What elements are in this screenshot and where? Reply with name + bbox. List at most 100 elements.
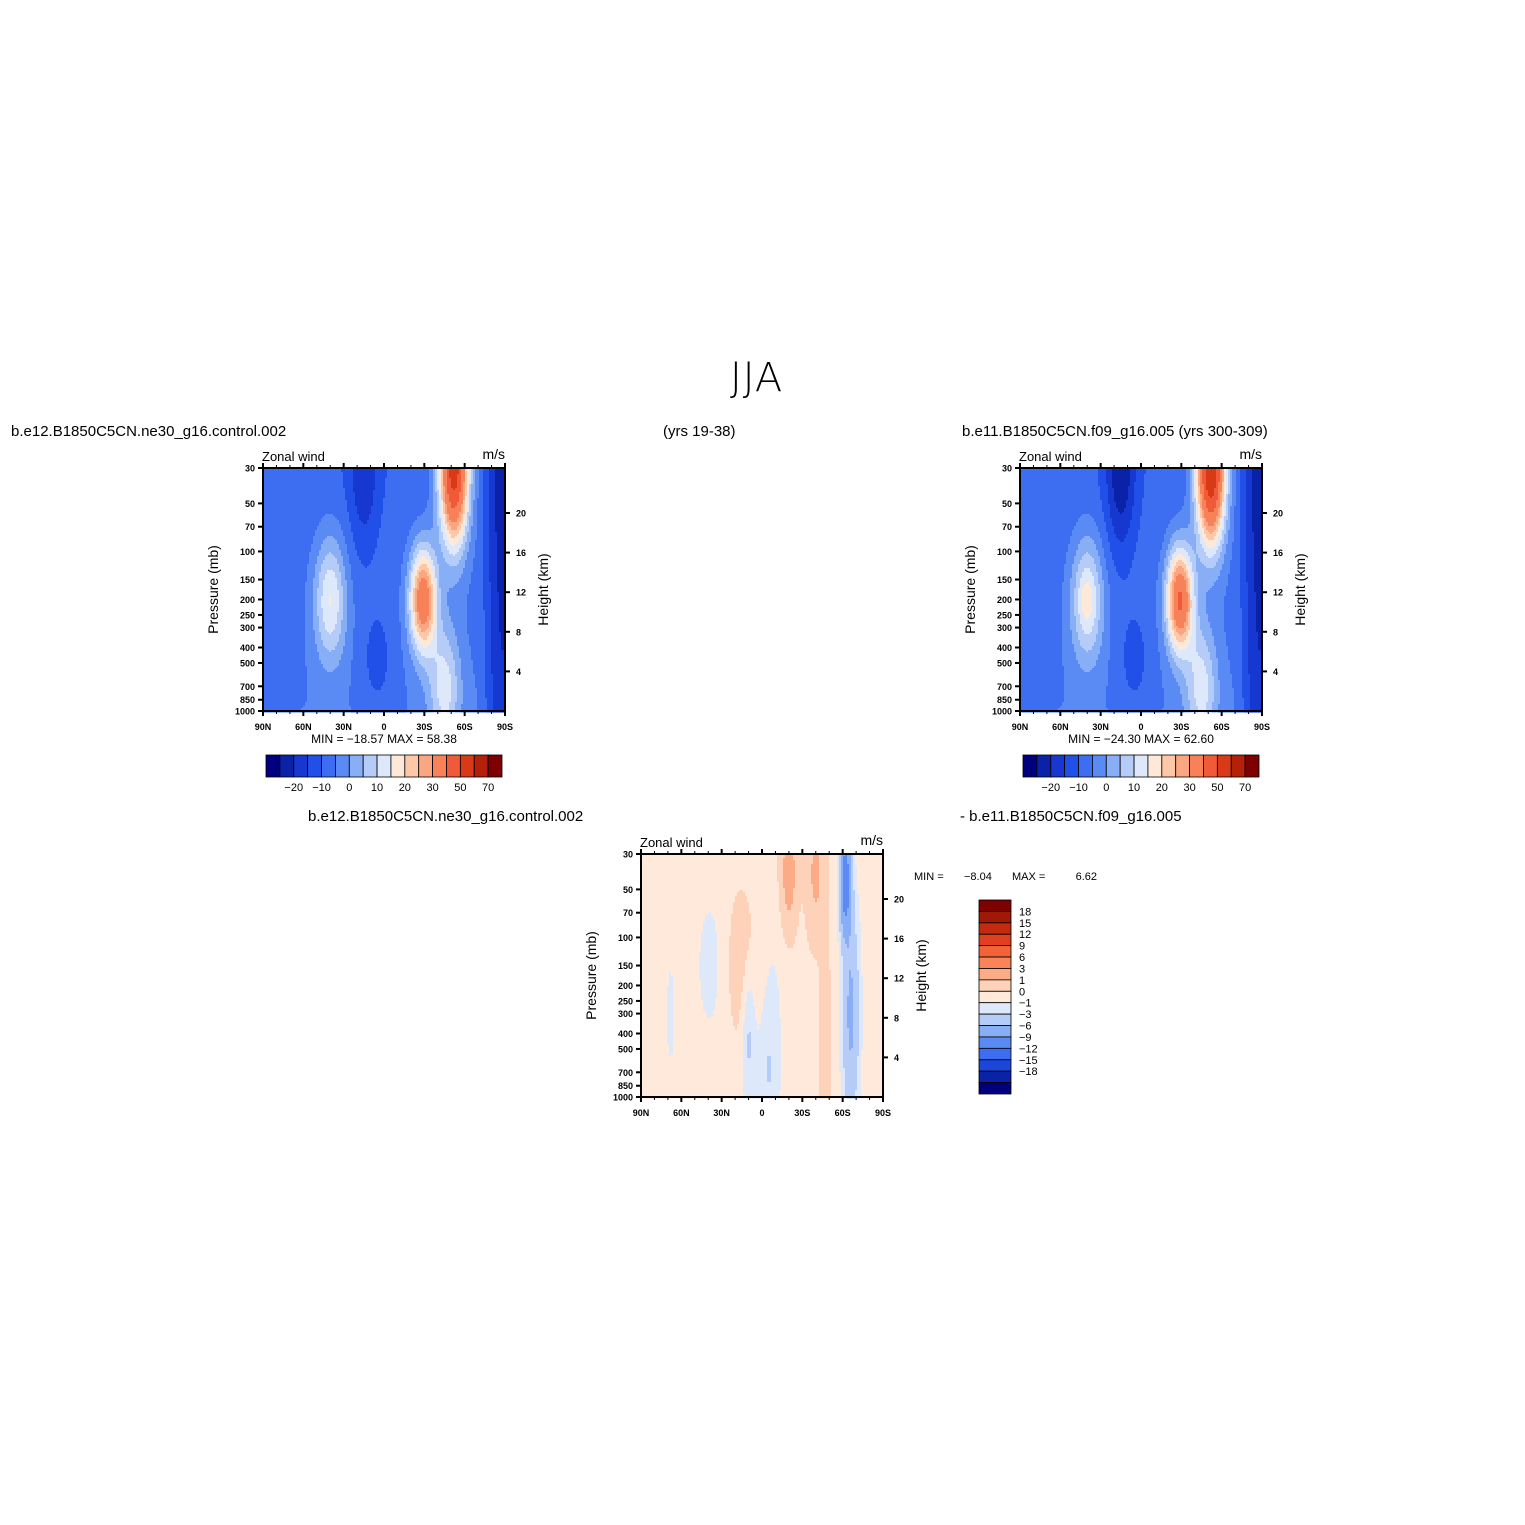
colorbar-label: 18 [1019, 906, 1031, 918]
colorbar-label: −1 [1019, 998, 1032, 1010]
y-tick-label: 70 [1002, 522, 1012, 532]
colorbar-box [293, 754, 309, 778]
y-tick-label: 500 [240, 658, 255, 668]
colorbar-label: 20 [399, 782, 411, 794]
y-tick-label: 250 [240, 610, 255, 620]
colorbar-box [978, 1013, 1012, 1026]
y-tick-label: 30 [245, 464, 255, 474]
x-tick-label: 90N [633, 1108, 650, 1118]
y-right-tick-label: 4 [894, 1053, 899, 1063]
colorbar-label: 6 [1019, 952, 1025, 964]
x-tick-label: 90N [1012, 722, 1029, 732]
colorbar-label: 70 [1239, 782, 1251, 794]
colorbar-box [335, 754, 350, 778]
y-right-axis-title: Height (km) [535, 553, 551, 625]
y-tick-label: 200 [618, 981, 633, 991]
y-tick-label: 250 [997, 610, 1012, 620]
diff-case-label-a: b.e12.B1850C5CN.ne30_g16.control.002 [308, 808, 584, 825]
colorbar-label: −20 [1041, 782, 1060, 794]
colorbar-box [978, 1082, 1012, 1095]
x-tick-label: 60N [1052, 722, 1069, 732]
x-tick-label: 60S [457, 722, 473, 732]
colorbar-box [418, 754, 433, 778]
colorbar-box [487, 754, 503, 778]
colorbar-box [978, 945, 1012, 958]
x-tick-label: 30S [416, 722, 432, 732]
colorbar-label: 30 [1183, 782, 1195, 794]
y-tick-label: 400 [240, 643, 255, 653]
y-tick-label: 50 [1002, 499, 1012, 509]
x-tick-label: 30S [794, 1108, 810, 1118]
y-right-tick-label: 8 [894, 1013, 899, 1023]
min-label: MIN = [914, 871, 944, 883]
colorbar-label: −10 [1069, 782, 1088, 794]
y-tick-label: 150 [618, 961, 633, 971]
y-tick-label: 300 [997, 623, 1012, 633]
colorbar-box [1230, 754, 1246, 778]
y-tick-label: 700 [618, 1068, 633, 1078]
contour-field [1020, 468, 1263, 713]
x-tick-label: 0 [381, 722, 386, 732]
colorbar-label: 10 [1128, 782, 1140, 794]
y-tick-label: 1000 [992, 707, 1012, 717]
y-right-tick-label: 12 [516, 588, 526, 598]
y-right-tick-label: 4 [516, 667, 521, 677]
colorbar-box [432, 754, 447, 778]
colorbar-label: 30 [426, 782, 438, 794]
min-max-label: MIN = −24.30 MAX = 62.60 [1068, 732, 1214, 746]
y-tick-label: 200 [240, 595, 255, 605]
colorbar-box [978, 933, 1012, 947]
colorbar-box [978, 956, 1012, 969]
chart-panel-bottom-difference: 90N 60N 30N 0 30S 60S 90S305070100150200250300… [583, 832, 1097, 1118]
units-label: m/s [482, 446, 505, 462]
colorbar-box [978, 968, 1012, 981]
colorbar-box [446, 754, 461, 778]
y-right-tick-label: 16 [1273, 548, 1283, 558]
x-tick-label: 90N [255, 722, 272, 732]
y-axis-title: Pressure (mb) [205, 545, 221, 634]
y-tick-label: 200 [997, 595, 1012, 605]
y-tick-label: 500 [997, 658, 1012, 668]
colorbar-box [978, 911, 1012, 924]
colorbar-box [376, 754, 392, 778]
y-tick-label: 400 [997, 643, 1012, 653]
y-tick-label: 850 [618, 1081, 633, 1091]
y-right-tick-label: 8 [516, 627, 521, 637]
y-right-tick-label: 20 [516, 509, 526, 519]
colorbar-label: 70 [482, 782, 494, 794]
variable-label: Zonal wind [1019, 449, 1082, 464]
colorbar-box [1147, 754, 1163, 778]
y-right-axis-title: Height (km) [913, 939, 929, 1011]
y-right-tick-label: 20 [894, 895, 904, 905]
colorbar-box [1133, 754, 1149, 778]
colorbar-label: −9 [1019, 1032, 1032, 1044]
years-label: (yrs 19-38) [663, 423, 736, 440]
x-tick-label: 30S [1173, 722, 1189, 732]
case-label-left: b.e12.B1850C5CN.ne30_g16.control.002 [11, 423, 287, 440]
y-tick-label: 1000 [613, 1093, 633, 1103]
colorbar-box [978, 1059, 1012, 1072]
y-right-tick-label: 12 [1273, 588, 1283, 598]
colorbar-box [404, 754, 420, 778]
y-tick-label: 400 [618, 1029, 633, 1039]
colorbar-box [1078, 754, 1093, 778]
y-right-tick-label: 20 [1273, 509, 1283, 519]
variable-label: Zonal wind [640, 835, 703, 850]
y-tick-label: 300 [618, 1009, 633, 1019]
colorbar-label: 0 [1019, 986, 1025, 998]
y-right-tick-label: 12 [894, 974, 904, 984]
colorbar-box [978, 1025, 1012, 1038]
colorbar-box [1175, 754, 1190, 778]
x-tick-label: 90S [875, 1108, 891, 1118]
min-max-label: MIN = −18.57 MAX = 58.38 [311, 732, 457, 746]
x-tick-label: 90S [497, 722, 513, 732]
colorbar-box [978, 1002, 1012, 1015]
y-tick-label: 70 [245, 522, 255, 532]
units-label: m/s [1239, 446, 1262, 462]
y-tick-label: 150 [240, 575, 255, 585]
colorbar-box [1203, 754, 1218, 778]
y-tick-label: 70 [623, 908, 633, 918]
x-tick-label: 60S [835, 1108, 851, 1118]
